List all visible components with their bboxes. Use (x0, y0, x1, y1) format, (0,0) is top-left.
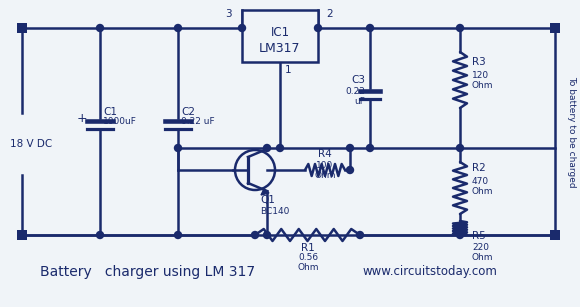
Bar (242, 10, 318, 62)
Circle shape (456, 25, 463, 32)
Text: 120: 120 (472, 71, 489, 80)
Circle shape (346, 145, 353, 151)
Circle shape (252, 231, 259, 239)
Circle shape (238, 25, 245, 32)
Text: R5: R5 (472, 231, 486, 241)
Text: LM317: LM317 (259, 41, 301, 55)
Text: 0.22 uF: 0.22 uF (181, 116, 215, 126)
Text: 18 V DC: 18 V DC (10, 139, 52, 149)
Text: BC140: BC140 (260, 207, 289, 216)
Text: R2: R2 (472, 163, 486, 173)
Text: Q1: Q1 (260, 195, 275, 205)
Circle shape (367, 145, 374, 151)
Text: Ohm: Ohm (314, 170, 336, 180)
Bar (550, 230, 560, 240)
Text: R4: R4 (318, 149, 332, 159)
Text: 100: 100 (316, 161, 334, 169)
Circle shape (346, 166, 353, 173)
Text: C3: C3 (351, 75, 365, 85)
Text: +: + (77, 112, 88, 126)
Text: C1: C1 (103, 107, 117, 117)
Text: Ohm: Ohm (472, 80, 494, 90)
Text: 1000uF: 1000uF (103, 116, 137, 126)
Text: 220: 220 (472, 243, 489, 252)
Circle shape (357, 231, 364, 239)
Circle shape (96, 231, 103, 239)
Circle shape (96, 25, 103, 32)
Circle shape (367, 25, 374, 32)
Circle shape (456, 231, 463, 239)
Text: uF: uF (354, 96, 365, 106)
Circle shape (263, 231, 270, 239)
Text: 0.22: 0.22 (345, 87, 365, 95)
Circle shape (263, 145, 270, 151)
Text: R1: R1 (301, 243, 315, 253)
Circle shape (277, 145, 284, 151)
Text: 0.56: 0.56 (298, 254, 318, 262)
Text: Battery   charger using LM 317: Battery charger using LM 317 (41, 265, 256, 279)
Circle shape (456, 223, 463, 230)
Text: www.circuitstoday.com: www.circuitstoday.com (362, 266, 498, 278)
Bar (550, 23, 560, 33)
Text: To battery to be charged: To battery to be charged (567, 76, 577, 187)
Text: 2: 2 (326, 9, 332, 19)
Circle shape (175, 145, 182, 151)
Text: IC1: IC1 (270, 25, 289, 38)
Text: Ohm: Ohm (472, 254, 494, 262)
Text: Ohm: Ohm (297, 263, 319, 273)
Text: 470: 470 (472, 177, 489, 185)
Circle shape (175, 231, 182, 239)
Text: 3: 3 (226, 9, 232, 19)
Text: C2: C2 (181, 107, 195, 117)
Text: 1: 1 (285, 65, 292, 75)
Text: R3: R3 (472, 57, 486, 67)
Circle shape (456, 145, 463, 151)
Bar (17, 23, 27, 33)
Polygon shape (261, 189, 269, 195)
Text: Ohm: Ohm (472, 186, 494, 196)
Bar (17, 230, 27, 240)
Circle shape (175, 25, 182, 32)
Circle shape (314, 25, 321, 32)
